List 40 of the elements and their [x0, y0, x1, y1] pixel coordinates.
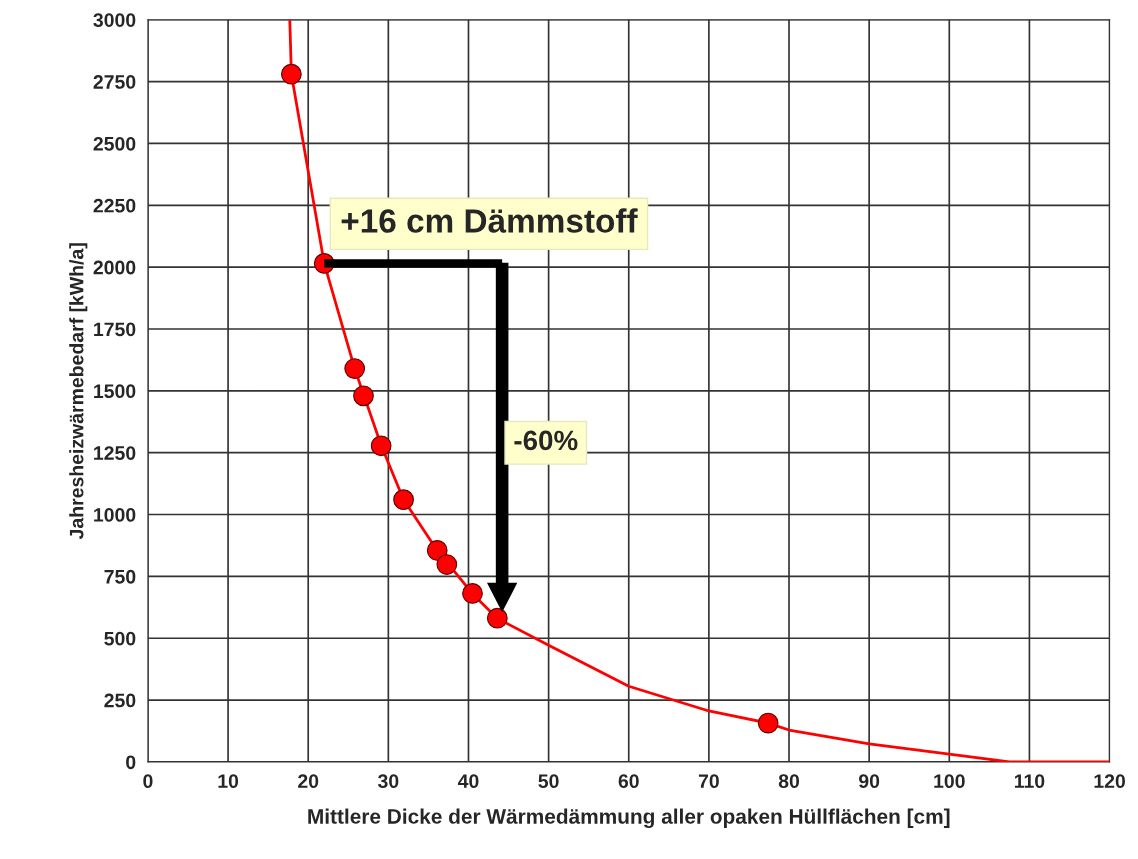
point — [344, 358, 366, 379]
y-tick-label: 1500 — [94, 384, 136, 399]
x-tick-label: 60 — [618, 774, 639, 789]
point — [370, 435, 392, 457]
x-tick-label: 120 — [1094, 774, 1125, 789]
x-tick-label: 50 — [538, 774, 559, 789]
y-tick-label: 2000 — [93, 260, 136, 275]
x-tick-label: 0 — [143, 774, 153, 789]
point — [426, 540, 448, 561]
x-tick-label: 100 — [934, 774, 965, 789]
y-tick-label: 3000 — [93, 13, 136, 28]
x-tick-label: 70 — [698, 774, 719, 789]
point — [462, 583, 483, 604]
y-tick-label: 2750 — [93, 75, 136, 89]
x-tick-label: 10 — [218, 774, 239, 789]
point — [281, 63, 302, 85]
x-tick-label: 110 — [1014, 774, 1045, 789]
x-tick-label: 90 — [859, 774, 880, 789]
point — [757, 712, 779, 734]
y-tick-label: 0 — [126, 755, 136, 770]
y-tick-label: 500 — [104, 631, 136, 646]
x-tick-label: 30 — [377, 774, 399, 789]
y-tick-label: 2250 — [93, 198, 136, 213]
x-tick-label: 40 — [457, 774, 479, 789]
point — [486, 607, 508, 629]
x-axis-title: Mittlere Dicke der Wärmedämmung aller opaken Hüllflächen [cm] — [308, 808, 950, 829]
x-tick-label: 80 — [778, 774, 800, 789]
x-tick-label: 20 — [298, 774, 319, 789]
y-tick-label: 1000 — [94, 508, 136, 522]
annotation: +16 cm Dämmstoff — [341, 208, 638, 233]
y-tick-label: 2500 — [93, 136, 136, 151]
point — [353, 385, 374, 407]
y-tick-label: 750 — [104, 569, 136, 584]
y-axis-title: Jahresheizwärmebedarf [kWh/a] — [69, 243, 88, 540]
y-tick-label: 1750 — [94, 322, 136, 337]
y-tick-label: 250 — [104, 693, 136, 708]
point — [436, 554, 458, 575]
annotation: -60% — [514, 430, 578, 451]
y-tick-label: 1250 — [94, 446, 136, 460]
point — [393, 489, 414, 511]
